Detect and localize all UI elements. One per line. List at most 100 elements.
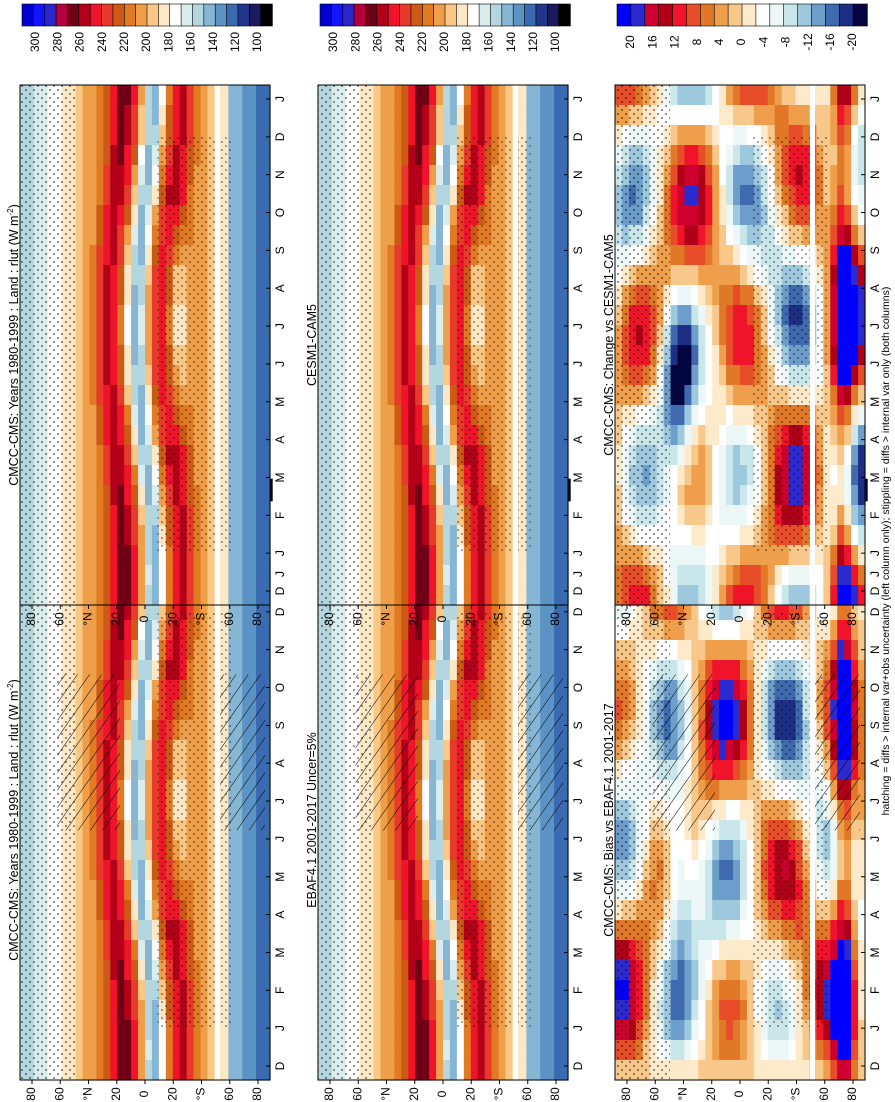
heatmap-cell bbox=[449, 145, 458, 166]
heatmap-cell bbox=[380, 525, 389, 546]
heatmap-cell bbox=[124, 740, 132, 761]
heatmap-cell bbox=[554, 940, 562, 961]
heatmap-cell bbox=[110, 920, 118, 941]
heatmap-cell bbox=[256, 425, 264, 446]
heatmap-cell bbox=[200, 85, 209, 106]
heatmap-cell bbox=[96, 225, 104, 246]
heatmap-cell bbox=[263, 105, 271, 126]
heatmap-cell bbox=[401, 600, 409, 621]
month-tick-label: A bbox=[571, 911, 585, 919]
colorbar-swatch bbox=[112, 3, 125, 27]
lat-tick-label: 80 bbox=[322, 1087, 336, 1101]
heatmap-cell bbox=[387, 980, 395, 1001]
month-tick-label: M bbox=[273, 872, 287, 882]
heatmap-cell bbox=[533, 365, 541, 386]
heatmap-cell bbox=[145, 105, 153, 126]
heatmap-cell bbox=[436, 105, 444, 126]
heatmap-cell bbox=[753, 600, 762, 621]
heatmap-cell bbox=[712, 620, 720, 641]
heatmap-cell bbox=[684, 840, 692, 861]
heatmap-cell bbox=[726, 780, 734, 801]
heatmap-cell bbox=[408, 485, 416, 506]
heatmap-cell bbox=[533, 840, 541, 861]
heatmap-cell bbox=[82, 505, 91, 526]
colorbar-swatch bbox=[123, 3, 137, 27]
heatmap-cell bbox=[151, 205, 160, 226]
heatmap-cell bbox=[415, 245, 423, 266]
heatmap-cell bbox=[373, 1000, 382, 1021]
heatmap-cell bbox=[436, 145, 444, 166]
heatmap-cell bbox=[554, 900, 562, 921]
heatmap-cell bbox=[505, 105, 514, 126]
heatmap-cell bbox=[82, 600, 91, 621]
heatmap-cell bbox=[540, 305, 548, 326]
heatmap-cell bbox=[415, 525, 423, 546]
heatmap-cell bbox=[408, 860, 416, 881]
heatmap-cell bbox=[429, 780, 437, 801]
heatmap-cell bbox=[719, 940, 727, 961]
heatmap-cell bbox=[263, 525, 271, 546]
heatmap-cell bbox=[547, 345, 555, 366]
month-tick-label: F bbox=[273, 512, 287, 519]
heatmap-cell bbox=[733, 700, 741, 721]
heatmap-cell bbox=[422, 145, 430, 166]
heatmap-cell bbox=[774, 1040, 783, 1061]
heatmap-cell bbox=[408, 660, 416, 681]
heatmap-cell bbox=[561, 225, 569, 246]
heatmap-cell bbox=[844, 620, 852, 641]
heatmap-cell bbox=[422, 760, 430, 781]
heatmap-cell bbox=[449, 325, 458, 346]
heatmap-cell bbox=[110, 900, 118, 921]
heatmap-cell bbox=[394, 1040, 402, 1061]
heatmap-cell bbox=[131, 600, 139, 621]
heatmap-cell bbox=[463, 1040, 472, 1061]
heatmap-cell bbox=[788, 600, 797, 621]
heatmap-cell bbox=[103, 485, 111, 506]
heatmap-cell bbox=[554, 920, 562, 941]
heatmap-cell bbox=[249, 960, 257, 981]
heatmap-cell bbox=[235, 185, 243, 206]
month-tick-label: A bbox=[571, 284, 585, 292]
heatmap-cell bbox=[151, 305, 160, 326]
heatmap-cell bbox=[373, 660, 382, 681]
heatmap-cell bbox=[131, 920, 139, 941]
heatmap-cell bbox=[540, 485, 548, 506]
heatmap-cell bbox=[422, 920, 430, 941]
heatmap-cell bbox=[207, 85, 216, 106]
heatmap-cell bbox=[533, 505, 541, 526]
heatmap-cell bbox=[726, 700, 734, 721]
heatmap-cell bbox=[103, 1020, 111, 1041]
heatmap-cell bbox=[547, 1020, 555, 1041]
heatmap-cell bbox=[740, 680, 748, 701]
heatmap-cell bbox=[394, 840, 402, 861]
heatmap-cell bbox=[670, 900, 679, 921]
month-tick-label: S bbox=[273, 721, 287, 729]
heatmap-cell bbox=[380, 85, 389, 106]
heatmap-cell bbox=[415, 585, 423, 606]
heatmap-cell bbox=[429, 325, 437, 346]
heatmap-cell bbox=[540, 205, 548, 226]
colorbar-tick-label: 260 bbox=[73, 32, 87, 52]
heatmap-cell bbox=[75, 105, 84, 126]
heatmap-cell bbox=[124, 620, 132, 641]
heatmap-cell bbox=[554, 185, 562, 206]
heatmap-cell bbox=[387, 425, 395, 446]
heatmap-cell bbox=[263, 1020, 271, 1041]
heatmap-cell bbox=[235, 920, 243, 941]
heatmap-cell bbox=[124, 385, 132, 406]
heatmap-cell bbox=[401, 385, 409, 406]
heatmap-cell bbox=[249, 305, 257, 326]
heatmap-cell bbox=[263, 125, 271, 146]
heatmap-cell bbox=[436, 620, 444, 641]
heatmap-cell bbox=[103, 840, 111, 861]
heatmap-cell bbox=[75, 640, 84, 661]
heatmap-cell bbox=[401, 85, 409, 106]
heatmap-cell bbox=[712, 700, 720, 721]
heatmap-cell bbox=[436, 425, 444, 446]
heatmap-cell bbox=[533, 425, 541, 446]
month-tick-label: M bbox=[571, 947, 585, 957]
heatmap-cell bbox=[470, 565, 479, 586]
heatmap-cell bbox=[373, 285, 382, 306]
heatmap-cell bbox=[221, 545, 229, 566]
heatmap-cell bbox=[561, 445, 569, 466]
